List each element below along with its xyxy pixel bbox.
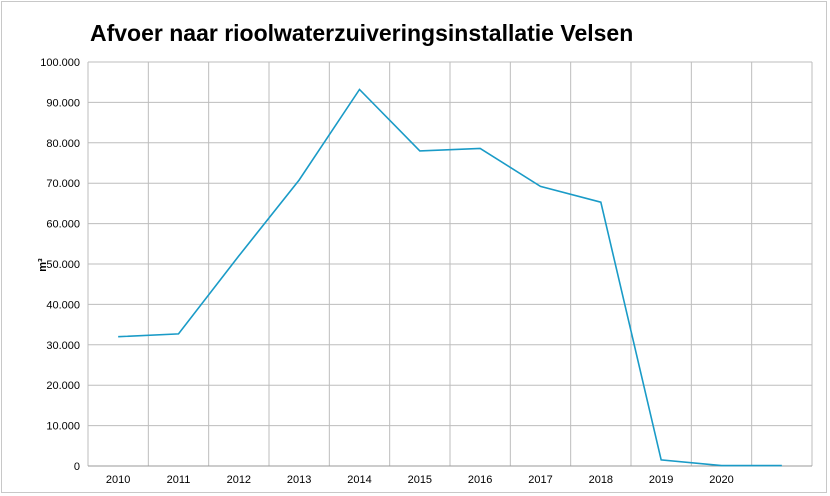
- y-tick-label: 50.000: [46, 259, 80, 271]
- data-point: [238, 255, 240, 257]
- data-point: [720, 464, 722, 466]
- grid-lines: [87, 61, 813, 467]
- data-point: [177, 333, 179, 335]
- y-tick-label: 90.000: [46, 97, 80, 109]
- data-point: [479, 147, 481, 149]
- y-tick-label: 80.000: [46, 138, 80, 150]
- x-tick-label: 2019: [649, 474, 673, 486]
- x-tick-label: 2011: [167, 474, 191, 486]
- y-tick-label: 100.000: [40, 57, 80, 69]
- x-tick-label: 2013: [287, 474, 311, 486]
- x-tick-label: 2016: [468, 474, 492, 486]
- data-point: [298, 179, 300, 181]
- x-axis-ticks: 2010 2011 2012 2013 2014 2015 2016 2017 2018 2019…: [106, 474, 734, 486]
- x-tick-label: 2015: [408, 474, 432, 486]
- data-point: [117, 336, 119, 338]
- data-point: [600, 201, 602, 203]
- data-point: [419, 150, 421, 152]
- x-tick-label: 2014: [347, 474, 371, 486]
- x-tick-label: 2018: [589, 474, 613, 486]
- x-tick-label: 2010: [106, 474, 130, 486]
- y-tick-label: 10.000: [46, 421, 80, 433]
- x-tick-label: 2017: [528, 474, 552, 486]
- data-point: [660, 459, 662, 461]
- series-line: [118, 88, 782, 467]
- data-point: [781, 464, 783, 466]
- data-point: [539, 185, 541, 187]
- y-tick-label: 0: [74, 461, 80, 473]
- x-tick-label: 2020: [709, 474, 733, 486]
- chart-title: Afvoer naar rioolwaterzuiveringsinstalla…: [90, 20, 634, 46]
- y-axis-label: m³: [37, 258, 49, 272]
- x-tick-label: 2012: [227, 474, 251, 486]
- y-tick-label: 30.000: [46, 340, 80, 352]
- y-tick-label: 70.000: [46, 178, 80, 190]
- data-point: [358, 88, 360, 90]
- y-tick-label: 20.000: [46, 380, 80, 392]
- y-axis-ticks: 0 10.000 20.000 30.000 40.000 50.000 60.000 70.…: [40, 57, 80, 473]
- y-tick-label: 60.000: [46, 219, 80, 231]
- y-tick-label: 40.000: [46, 299, 80, 311]
- series-group: [117, 88, 783, 467]
